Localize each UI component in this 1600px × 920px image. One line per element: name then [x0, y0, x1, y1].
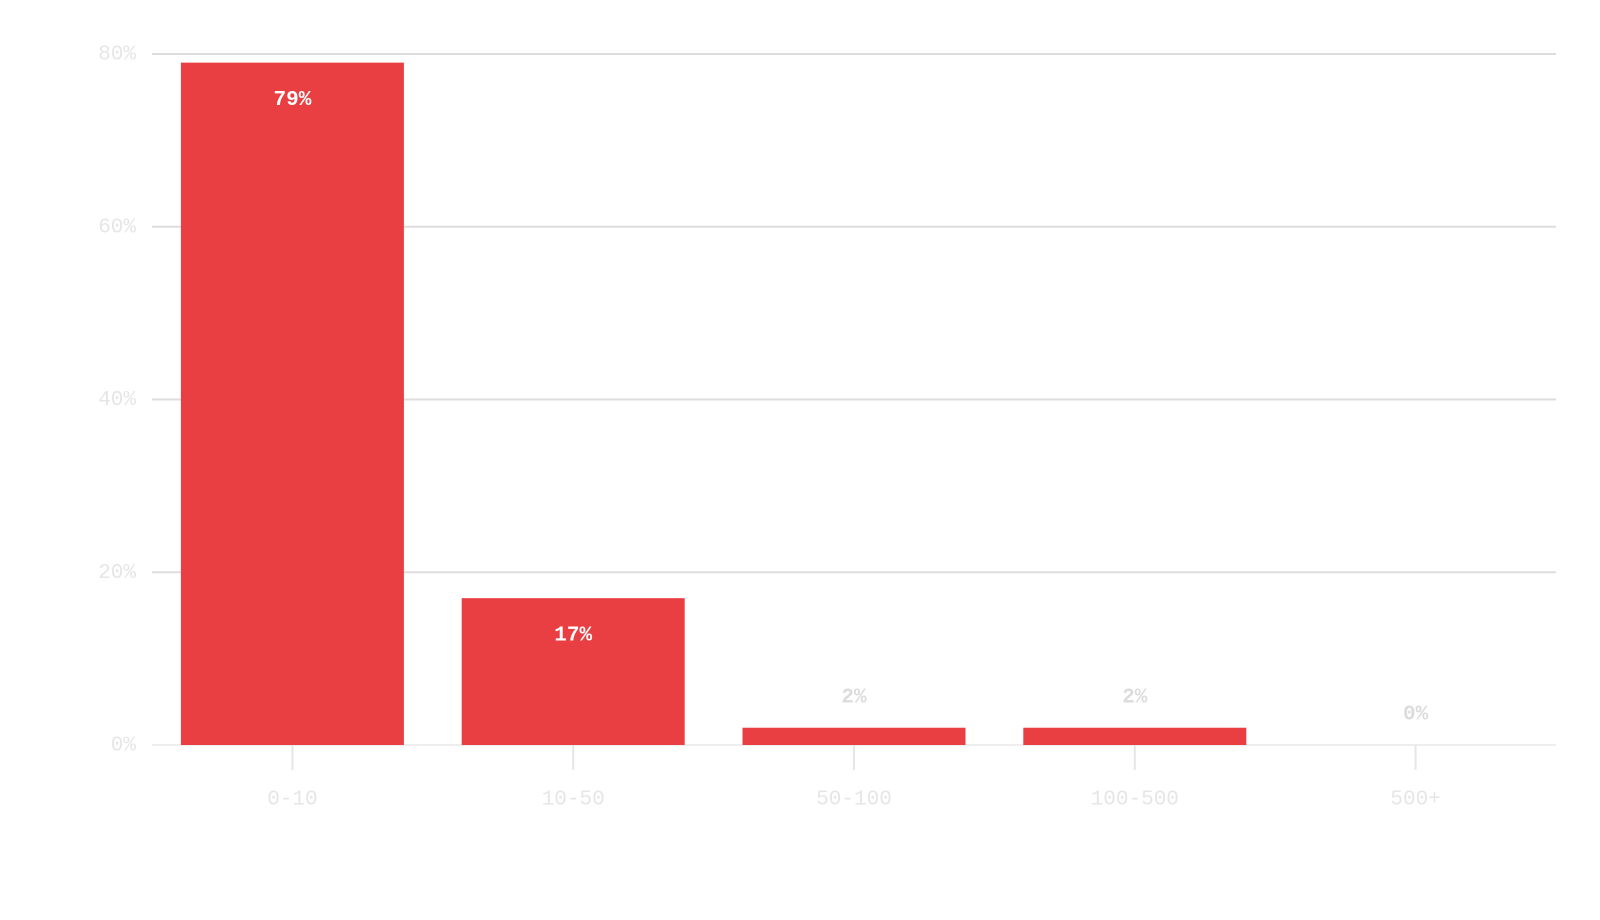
- x-tick-label: 50-100: [816, 789, 892, 812]
- value-label: 2%: [841, 686, 867, 709]
- value-label: 17%: [554, 625, 592, 648]
- value-label: 79%: [273, 89, 311, 112]
- x-tick-label: 0-10: [267, 789, 317, 812]
- x-tick-label: 10-50: [542, 789, 605, 812]
- value-label: 2%: [1122, 686, 1148, 709]
- bar: [1023, 727, 1247, 745]
- y-tick-label: 80%: [98, 44, 136, 67]
- x-tick-label: 500+: [1390, 789, 1440, 812]
- value-label: 0%: [1403, 704, 1429, 727]
- y-tick-label: 40%: [98, 389, 136, 412]
- x-tick-label: 100-500: [1091, 789, 1179, 812]
- bar: [461, 598, 685, 745]
- y-tick-label: 60%: [98, 216, 136, 239]
- y-tick-label: 0%: [111, 735, 137, 758]
- bar: [742, 727, 966, 745]
- bar: [180, 62, 404, 745]
- y-tick-label: 20%: [98, 562, 136, 585]
